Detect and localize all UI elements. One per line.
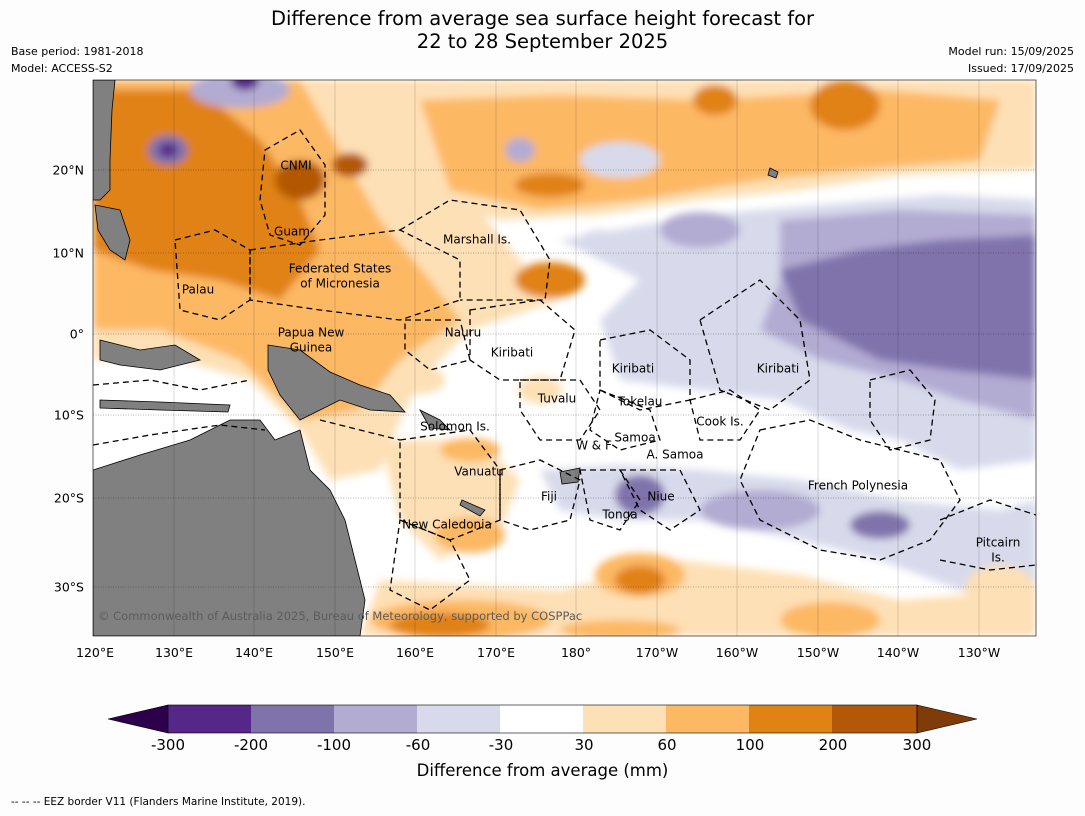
region-label-tokelau: Tokelau [617,394,663,409]
lon-tick: 140°W [876,645,920,660]
lon-tick: 150°W [796,645,840,660]
colorbar-bin-1 [168,705,252,733]
chart-title-line2: 22 to 28 September 2025 [416,30,669,53]
colorbar-bin-3 [334,705,418,733]
region-label-samoa: Samoa [614,430,656,445]
lesser-sunda-land [99,399,231,413]
region-label-pitcairn-2: Is. [991,550,1005,565]
meta-left: Base period: 1981-2018 Model: ACCESS-S2 [11,43,143,77]
eez-borders [93,129,1036,611]
region-label-tonga: Tonga [602,507,638,522]
new-caledonia-land [459,499,486,517]
lon-tick: 180° [560,645,592,660]
map-frame [92,79,1037,637]
copyright-notice: © Commonwealth of Australia 2025, Bureau… [98,609,583,623]
region-label-fiji: Fiji [540,489,558,504]
colorbar-tick: 60 [657,736,677,754]
colorbar-title: Difference from average (mm) [416,761,669,780]
colorbar-tick: 30 [574,736,594,754]
region-label-american-samoa: A. Samoa [646,447,704,462]
region-label-cnmi: CNMI [280,158,312,173]
region-label-png-1: Papua New [277,325,345,340]
meta-right: Model run: 15/09/2025 Issued: 17/09/2025 [948,43,1074,77]
region-label-wallis-futuna: W & F [576,438,612,453]
colorbar-max-arrow [916,704,978,734]
region-label-niue: Niue [647,489,675,504]
region-label-marshall: Marshall Is. [443,232,511,247]
region-label-pitcairn-1: Pitcairn [975,535,1021,550]
colorbar-tick: -30 [488,736,514,754]
colorbar-tick: 200 [818,736,848,754]
region-label-kiribati-central: Kiribati [611,361,655,376]
lon-tick: 160°W [715,645,759,660]
region-label-solomon: Solomon Is. [420,419,490,434]
sulawesi-land [99,339,202,371]
chart-title-line1: Difference from average sea surface heig… [270,7,815,30]
region-label-png-2: Guinea [289,340,333,355]
region-label-new-caledonia: New Caledonia [402,517,492,532]
colorbar-min-arrow [107,704,169,734]
map-area [93,80,1036,636]
lat-tick: 20°N [52,162,84,178]
solomon-land [419,409,452,431]
region-label-kiribati-west: Kiribati [490,345,534,360]
colorbar-tick: -60 [405,736,431,754]
lon-tick: 130°W [957,645,1001,660]
region-label-fsm-2: of Micronesia [300,276,380,291]
region-label-tuvalu: Tuvalu [537,391,577,406]
lon-tick: 170°E [476,645,516,660]
region-label-palau: Palau [181,282,215,297]
colorbar-frame [167,704,918,734]
colorbar-bin-7 [666,705,750,733]
colorbar-bin-5 [500,705,584,733]
colorbar [107,704,978,734]
colorbar-bin-8 [749,705,833,733]
philippines-south-land [94,204,131,261]
graticule [93,169,1036,588]
hawaii-land [767,167,779,179]
lon-tick: 140°E [234,645,274,660]
eez-footnote: -- -- -- EEZ border V11 (Flanders Marine… [11,796,306,808]
base-period: Base period: 1981-2018 [11,45,144,58]
region-label-guam: Guam [274,224,310,239]
colorbar-tick: 100 [735,736,765,754]
lat-tick: 10°N [52,245,84,261]
lat-tick: 30°S [53,579,84,595]
region-label-vanuatu: Vanuatu [454,464,504,479]
australia-land [93,419,366,636]
colorbar-bin-6 [583,705,667,733]
lon-tick: 150°E [315,645,355,660]
lon-tick: 130°E [154,645,194,660]
colorbar-tick: -300 [150,736,186,754]
region-label-cook: Cook Is. [696,414,744,429]
lat-tick: 20°S [53,490,84,506]
colorbar-bin-4 [417,705,501,733]
colorbar-bin-2 [251,705,335,733]
colorbar-tick: 300 [902,736,932,754]
model-name: Model: ACCESS-S2 [11,62,113,75]
region-label-fsm-1: Federated States [288,261,392,276]
lat-tick: 10°S [53,407,84,423]
meridians [173,80,980,636]
model-run: Model run: 15/09/2025 [948,45,1074,58]
colorbar-tick: -100 [316,736,352,754]
lon-tick: 170°W [635,645,679,660]
new-guinea-land [267,344,406,421]
region-label-nauru: Nauru [444,325,482,340]
region-label-kiribati-east: Kiribati [756,361,800,376]
colorbar-tick: -200 [233,736,269,754]
lat-tick: 0° [69,326,84,342]
fiji-land [559,467,581,485]
lon-tick: 120°E [75,645,115,660]
region-label-french-polynesia: French Polynesia [807,478,909,493]
colorbar-bin-9 [832,705,917,733]
issued-date: Issued: 17/09/2025 [967,62,1074,75]
lon-tick: 160°E [395,645,435,660]
